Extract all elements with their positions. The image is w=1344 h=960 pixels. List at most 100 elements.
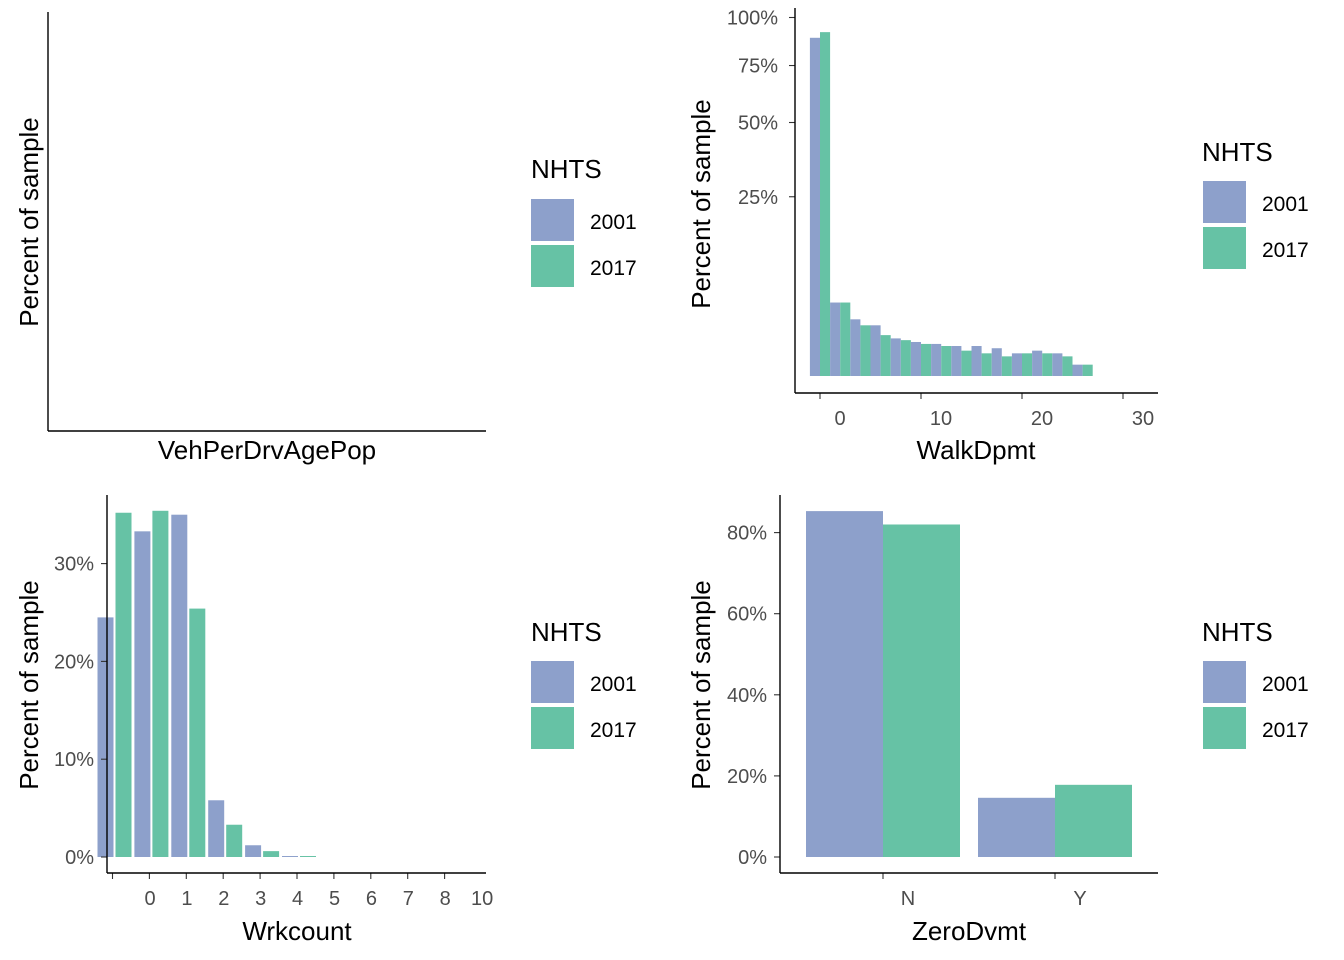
ticks: 0 1 2 3 4 5 6 7 8 10 0% 10% 20% 30% [54, 554, 493, 910]
y-tick-label: 10% [54, 749, 94, 771]
bar-2001 [830, 302, 841, 376]
legend-swatch-2017 [1203, 707, 1246, 749]
bar-2001 [910, 341, 921, 376]
bar-2001 [850, 319, 861, 376]
x-axis-title: WalkDpmt [917, 435, 1037, 465]
bar-2017 [115, 512, 132, 857]
x-axis-title: Wrkcount [242, 916, 352, 946]
bar-2001 [282, 856, 298, 857]
bar-2001 [208, 800, 225, 857]
panel-walkdpmt: Percent of sample 0 10 20 30 25% 50% 75% 100% W… [686, 8, 1309, 466]
legend-title: NHTS [531, 617, 602, 647]
y-tick-label: 50% [738, 113, 778, 135]
panel-vehperdrvagepop: Percent of sample VehPerDrvAgePop NHTS 2… [14, 12, 637, 465]
bar-2001 [134, 531, 151, 857]
x-tick-label: 7 [403, 888, 414, 910]
x-tick-label: 6 [366, 888, 377, 910]
legend: NHTS 2001 2017 [531, 154, 637, 287]
y-tick-label: 25% [738, 187, 778, 209]
y-axis-title: Percent of sample [14, 117, 44, 327]
x-tick-label: 1 [181, 888, 192, 910]
x-tick-label: 10 [471, 888, 493, 910]
legend-label-2001: 2001 [1262, 673, 1309, 696]
x-tick-label: 0 [144, 888, 155, 910]
bar-2001 [809, 37, 820, 376]
y-tick-label: 75% [738, 56, 778, 78]
legend-swatch-2017 [1203, 227, 1246, 269]
bar-2001 [1032, 350, 1043, 376]
bar-2017 [1082, 364, 1093, 376]
bar-2017 [820, 32, 831, 376]
legend-label-2001: 2001 [590, 211, 637, 234]
bar-2001 [806, 511, 883, 857]
bars [809, 32, 1093, 376]
legend-title: NHTS [1202, 137, 1273, 167]
bar-2017 [1001, 356, 1012, 376]
bar-2017 [300, 856, 316, 857]
bars [806, 511, 1132, 857]
bar-2017 [921, 343, 932, 376]
legend-title: NHTS [1202, 617, 1273, 647]
legend-label-2001: 2001 [1262, 193, 1309, 216]
y-tick-label: 0% [738, 847, 767, 869]
ticks: 0 10 20 30 25% 50% 75% 100% [727, 8, 1154, 431]
bar-2017 [941, 346, 952, 376]
bar-2001 [890, 338, 901, 376]
y-tick-label: 40% [727, 685, 767, 707]
legend: NHTS 2001 2017 [1202, 137, 1309, 269]
legend-swatch-2001 [531, 199, 574, 241]
bar-2017 [226, 824, 243, 857]
bar-2001 [978, 797, 1055, 857]
bar-2001 [991, 348, 1002, 376]
bar-2001 [971, 346, 982, 376]
panel-wrkcount: Percent of sample 0 1 2 3 4 5 6 7 8 10 0% 10% 20% 30%… [14, 495, 637, 946]
bar-2017 [840, 302, 851, 376]
bar-2001 [245, 845, 262, 857]
bar-2017 [152, 510, 169, 857]
ticks: N Y 0% 20% 40% 60% 80% [727, 523, 1087, 910]
x-tick-label: 4 [292, 888, 303, 910]
bar-2001 [931, 343, 942, 376]
x-tick-label: 0 [834, 408, 845, 430]
bars [97, 510, 316, 857]
legend-label-2017: 2017 [590, 257, 637, 280]
legend: NHTS 2001 2017 [1202, 617, 1309, 749]
bar-2017 [880, 335, 891, 376]
x-tick-label: Y [1073, 888, 1086, 910]
bar-2001 [1072, 364, 1083, 376]
x-tick-label: 30 [1132, 408, 1154, 430]
bar-2001 [1052, 353, 1063, 376]
bar-2017 [860, 325, 871, 376]
x-tick-label: 8 [440, 888, 451, 910]
y-tick-label: 0% [65, 847, 94, 869]
bar-2017 [1055, 784, 1132, 857]
x-tick-label: 10 [930, 408, 952, 430]
y-tick-label: 20% [54, 651, 94, 673]
x-axis-title: ZeroDvmt [912, 916, 1027, 946]
legend-swatch-2001 [1203, 661, 1246, 703]
legend-swatch-2001 [1203, 181, 1246, 223]
legend: NHTS 2001 2017 [531, 617, 637, 749]
bar-2001 [1011, 353, 1022, 376]
x-tick-label: 5 [329, 888, 340, 910]
y-tick-label: 20% [727, 766, 767, 788]
bar-2001 [951, 346, 962, 376]
y-tick-label: 100% [727, 8, 778, 30]
legend-label-2017: 2017 [590, 719, 637, 742]
legend-label-2001: 2001 [590, 673, 637, 696]
legend-label-2017: 2017 [1262, 719, 1309, 742]
bar-2017 [189, 608, 206, 857]
x-tick-label: 20 [1031, 408, 1053, 430]
x-tick-label: 2 [218, 888, 229, 910]
legend-swatch-2001 [531, 661, 574, 703]
legend-label-2017: 2017 [1262, 239, 1309, 262]
y-axis-title: Percent of sample [686, 580, 716, 790]
bar-2017 [900, 340, 911, 376]
x-tick-label: 3 [255, 888, 266, 910]
bar-2001 [870, 325, 881, 376]
bar-2017 [1022, 353, 1033, 376]
y-axis-title: Percent of sample [14, 580, 44, 790]
x-tick-label: N [901, 888, 915, 910]
bar-2017 [1062, 356, 1073, 376]
